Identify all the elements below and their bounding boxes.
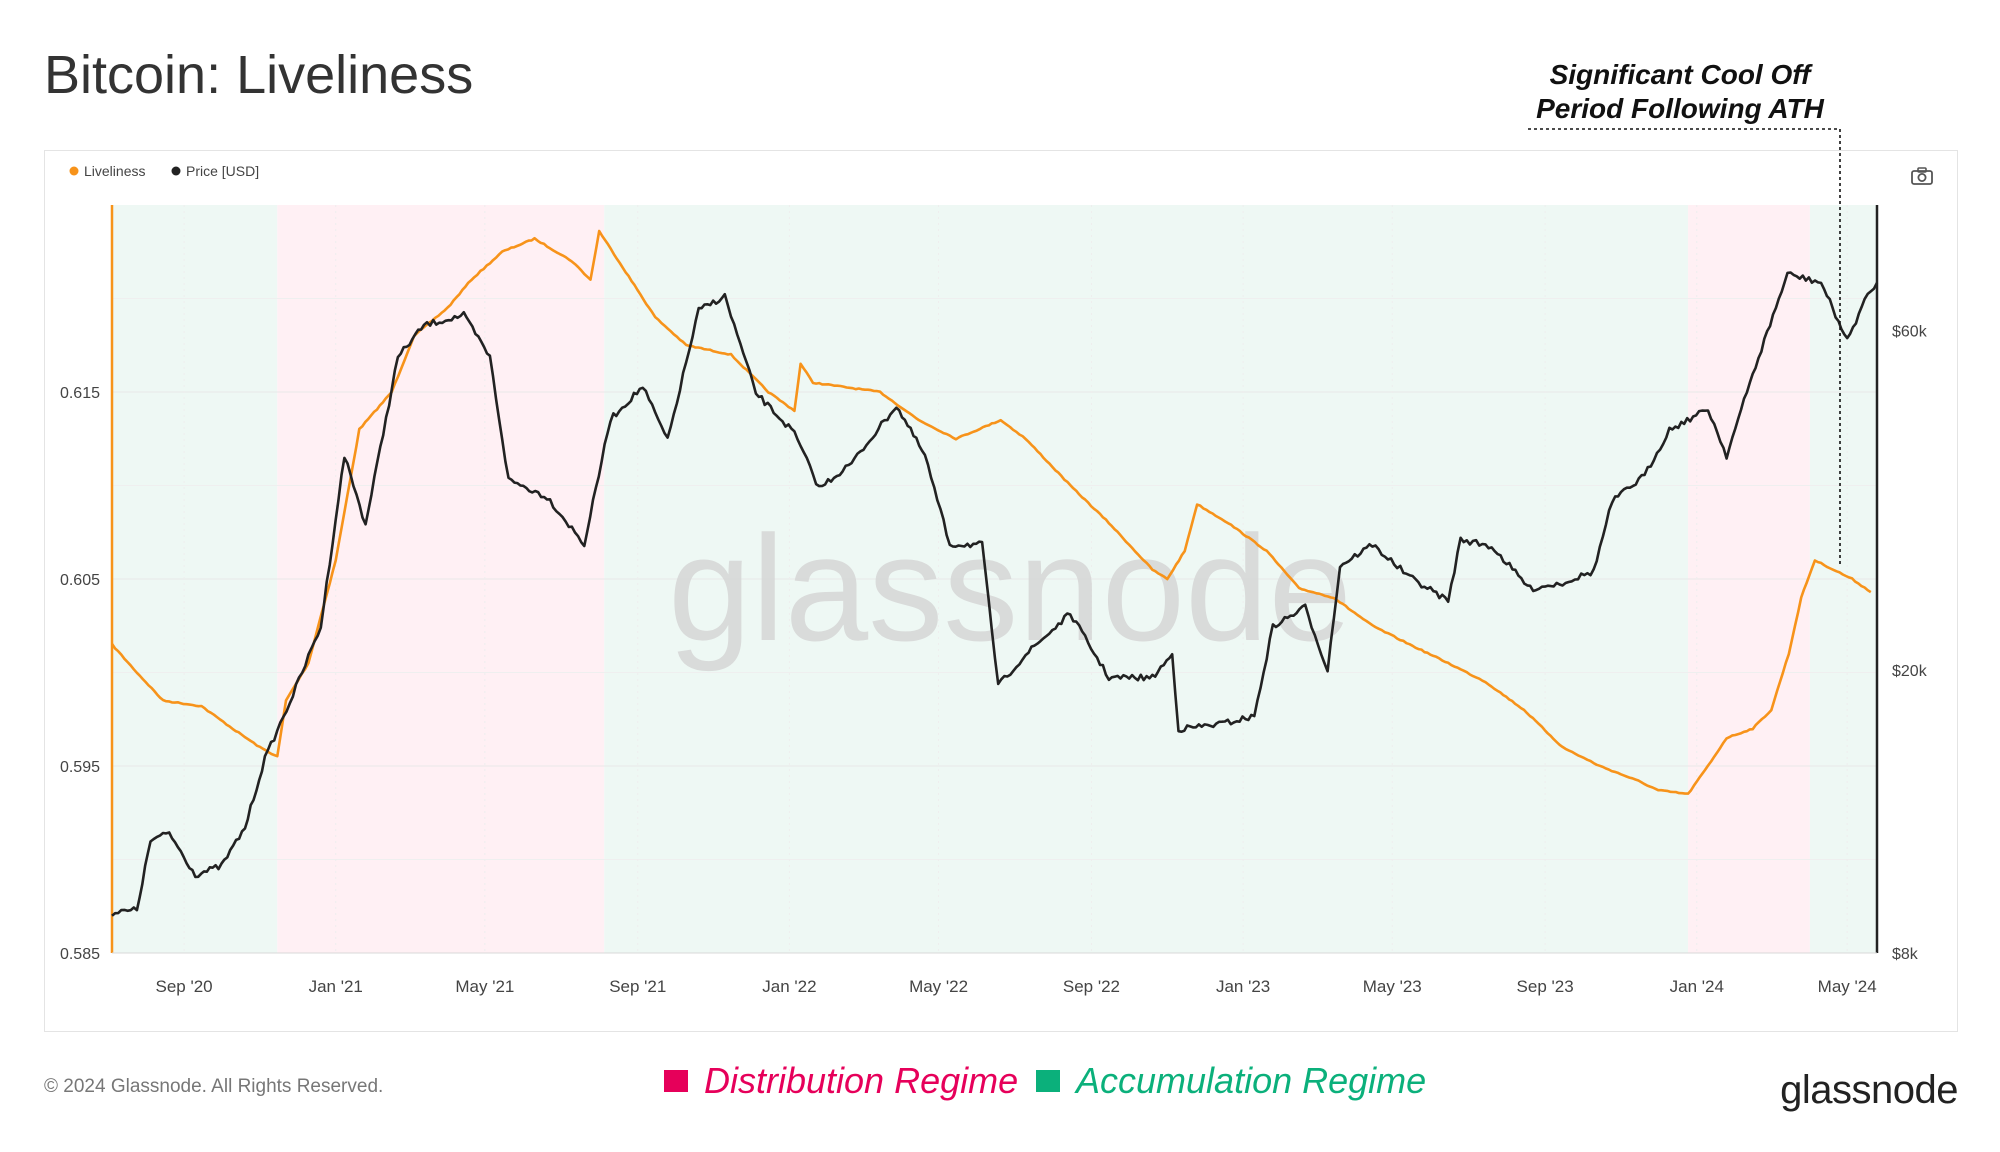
y-right-tick-label: $20k [1892,663,1928,680]
chart-legend: Liveliness Price [USD] [69,163,259,179]
x-tick-label: Sep '22 [1063,977,1120,996]
legend-label-0: Liveliness [84,163,145,179]
page-title: Bitcoin: Liveliness [44,45,474,105]
accumulation-swatch [1036,1070,1060,1092]
series-lines [110,229,1879,917]
y-right-tick-label: $60k [1892,323,1928,340]
legend-label-1: Price [USD] [186,163,259,179]
x-tick-label: Jan '23 [1216,977,1270,996]
y-right-tick-label: $8k [1892,946,1919,963]
legend-accumulation: Accumulation Regime [1036,1060,1426,1102]
x-tick-label: Sep '23 [1517,977,1574,996]
x-tick-label: May '21 [455,977,514,996]
axes [110,205,1879,954]
x-tick-label: May '24 [1818,977,1877,996]
chart-frame [44,150,1958,1032]
camera-icon[interactable] [1910,166,1934,186]
x-tick-label: Sep '20 [156,977,213,996]
x-tick-label: May '23 [1363,977,1422,996]
footer-copyright: © 2024 Glassnode. All Rights Reserved. [44,1076,384,1097]
tick-labels: Sep '20 Jan '21 May '21 Sep '21 Jan '22 May '… [60,323,1928,996]
x-tick-label: Jan '21 [309,977,363,996]
legend-distribution: Distribution Regime [664,1060,1018,1102]
y-left-tick-label: 0.605 [60,572,100,589]
x-tick-label: May '22 [909,977,968,996]
liveliness-line [110,229,1872,795]
gridlines [112,205,1877,954]
accumulation-label: Accumulation Regime [1076,1060,1427,1101]
x-tick-label: Sep '21 [609,977,666,996]
legend-dot-1 [171,166,181,176]
x-tick-label: Jan '24 [1670,977,1724,996]
y-left-tick-label: 0.585 [60,946,100,963]
y-left-tick-label: 0.595 [60,759,100,776]
callout-line-2: Period Following ATH [1536,93,1824,124]
watermark-text: glassnode [668,504,1352,672]
callout-annotation: Significant Cool Off Period Following AT… [1480,58,1880,126]
glassnode-logo: glassnode [1780,1068,1958,1112]
price-line [111,271,1879,917]
callout-line-1: Significant Cool Off [1549,59,1811,90]
distribution-swatch [664,1070,688,1092]
distribution-label: Distribution Regime [704,1060,1019,1101]
x-tick-label: Jan '22 [762,977,816,996]
legend-dot-0 [69,166,79,176]
y-left-tick-label: 0.615 [60,385,100,402]
